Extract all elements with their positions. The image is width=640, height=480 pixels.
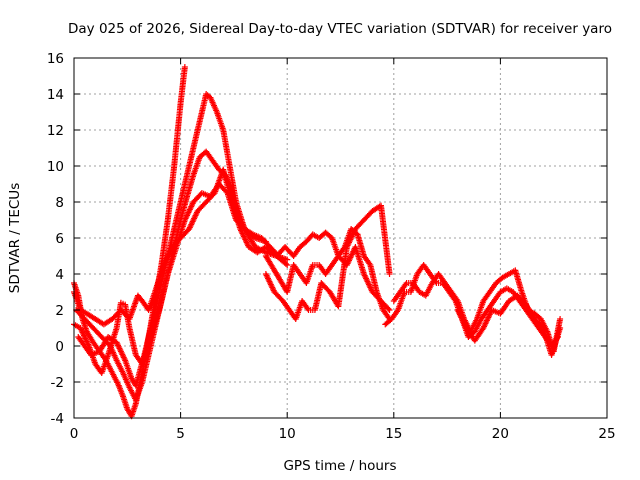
y-tick-label: -2: [51, 375, 64, 391]
data-series-s11: [454, 292, 564, 358]
grid: [74, 58, 607, 418]
y-tick-label: 8: [55, 195, 64, 211]
series-markers: [454, 292, 564, 358]
series-markers: [262, 226, 393, 322]
axis-ticks: 0 5 10 15 20 25 -4 -2 0 2 4 6 8 10 12 14 16: [47, 51, 616, 442]
y-axis-label: SDTVAR / TECUs: [7, 183, 23, 293]
x-tick-label: 20: [492, 426, 509, 442]
y-tick-label: 2: [55, 303, 64, 319]
data-series-s8: [273, 229, 393, 313]
series-markers: [262, 202, 393, 322]
series-markers: [273, 229, 393, 313]
data-series-s6: [262, 226, 393, 322]
x-axis-label: GPS time / hours: [283, 458, 396, 474]
y-tick-label: 12: [47, 123, 64, 139]
y-tick-label: 6: [55, 231, 64, 247]
y-tick-label: 10: [47, 159, 64, 175]
y-tick-label: -4: [51, 411, 64, 427]
x-tick-label: 0: [70, 426, 79, 442]
x-tick-label: 25: [598, 426, 615, 442]
y-tick-label: 4: [55, 267, 64, 283]
y-tick-label: 14: [47, 87, 64, 103]
x-tick-label: 5: [176, 426, 185, 442]
series-layer: [71, 64, 564, 420]
y-tick-label: 0: [55, 339, 64, 355]
y-tick-label: 16: [47, 51, 64, 67]
data-series-s7: [262, 202, 393, 322]
chart-title: Day 025 of 2026, Sidereal Day-to-day VTE…: [68, 21, 612, 37]
x-tick-label: 15: [385, 426, 402, 442]
x-tick-label: 10: [279, 426, 296, 442]
